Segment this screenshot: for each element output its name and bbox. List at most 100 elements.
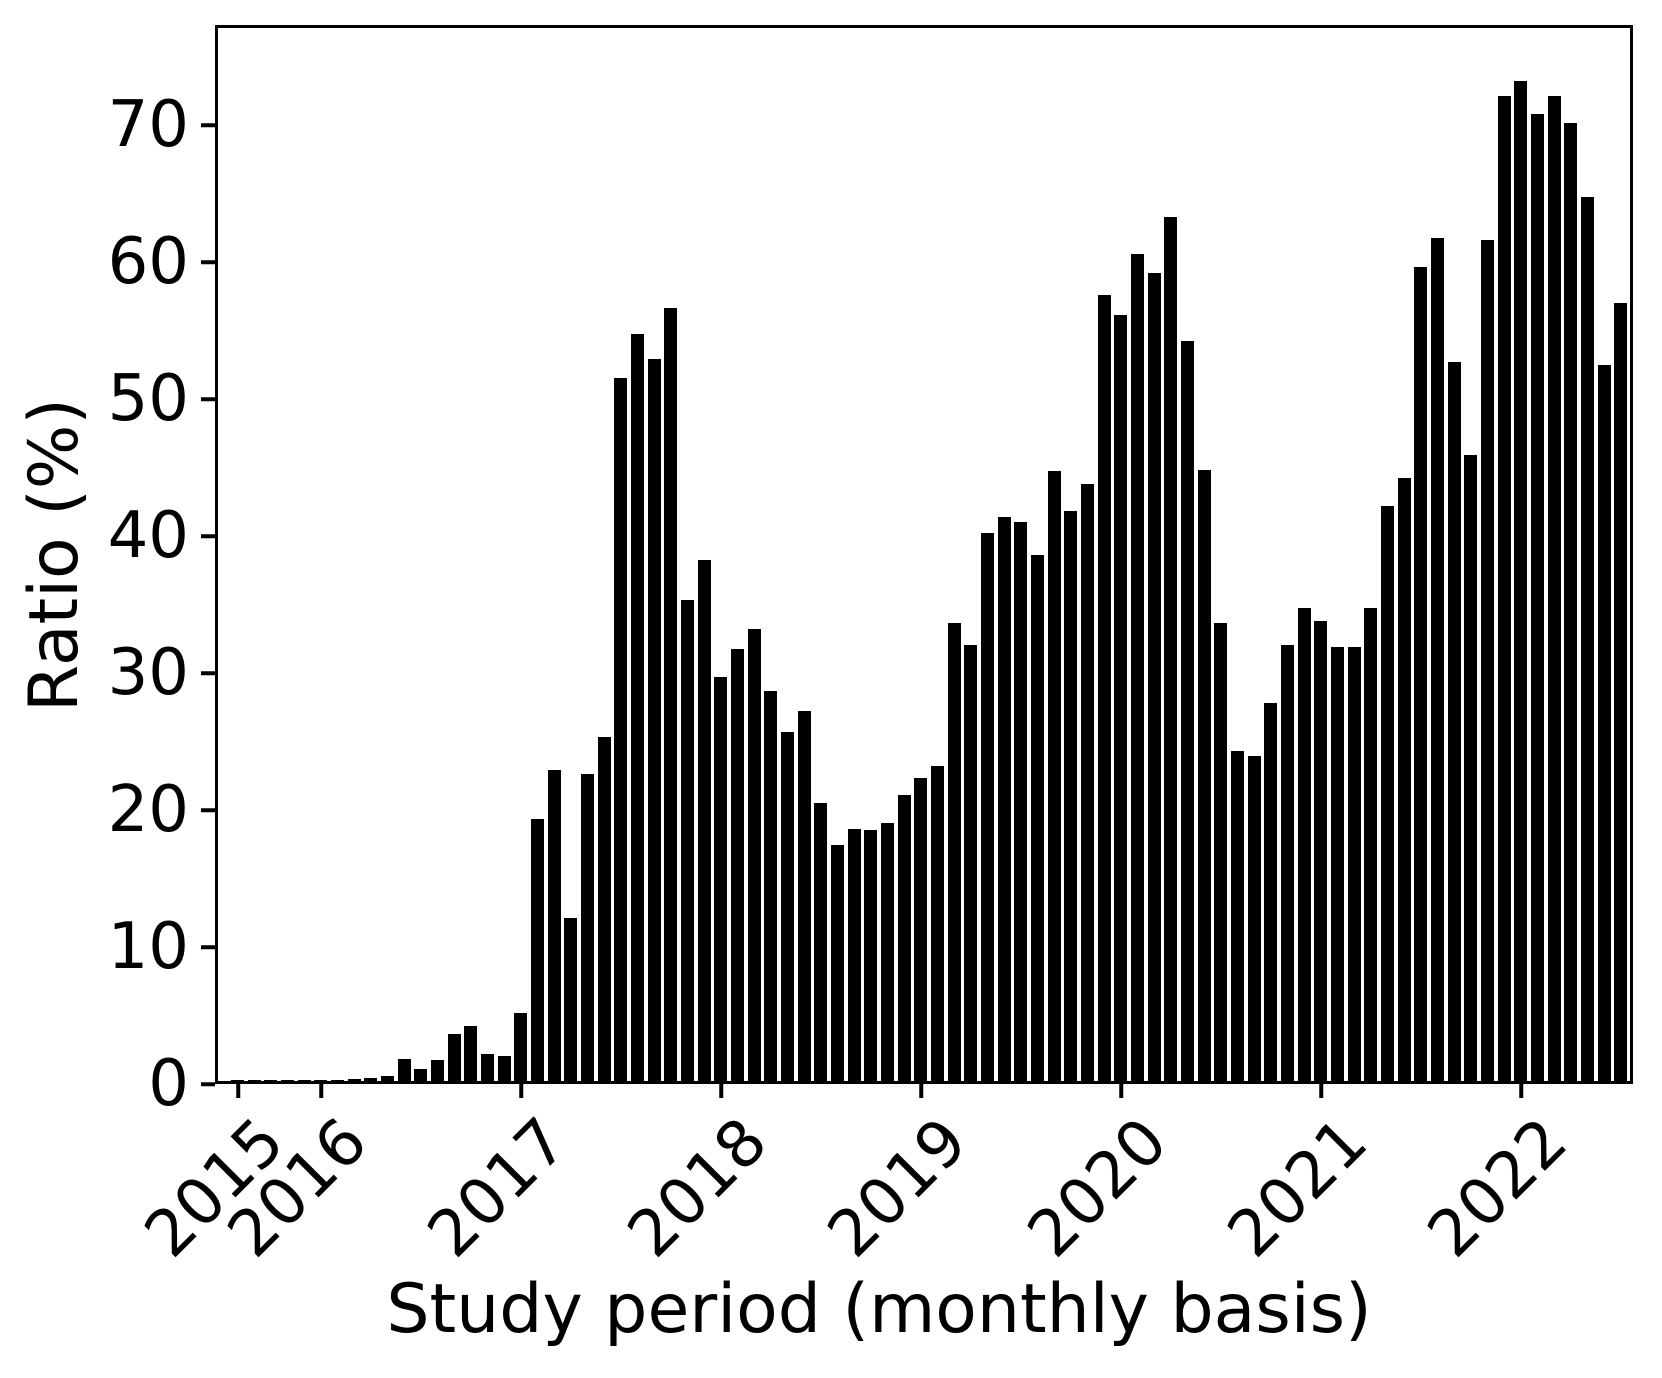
y-tick-label-70: 70 [107,88,189,162]
bar-2022-06 [1597,364,1611,1081]
bar-2016-11 [480,1053,495,1081]
bar-2017-08 [630,334,645,1081]
bar-2017-10 [664,308,678,1081]
bar-2017-07 [614,378,628,1081]
bar-2021-06 [1397,478,1411,1081]
bar-2019-08 [1030,554,1045,1081]
bar-2019-02 [930,765,945,1081]
bar-2019-05 [980,533,995,1081]
bar-2019-07 [1014,522,1028,1081]
y-tick-mark-10 [201,945,215,949]
bar-2021-09 [1447,361,1461,1081]
bar-2015-12 [297,1079,311,1081]
bar-2018-09 [847,828,861,1081]
bar-2022-03 [1547,95,1561,1081]
x-tick-label-2017: 2017 [414,1104,583,1272]
bar-2016-02 [330,1079,345,1081]
y-tick-mark-40 [201,534,215,538]
bar-2019-03 [947,623,961,1081]
bar-2021-02 [1330,646,1345,1081]
bar-2018-04 [764,690,778,1081]
bar-2020-10 [1264,702,1278,1081]
bar-2016-09 [447,1034,461,1081]
bar-2022-05 [1580,197,1595,1081]
bar-2022-02 [1530,113,1545,1081]
bar-2016-06 [397,1059,411,1081]
bar-2016-07 [414,1068,428,1081]
bar-2021-12 [1497,95,1511,1081]
bar-2018-02 [730,649,745,1081]
bar-2020-06 [1197,470,1211,1081]
y-tick-mark-30 [201,671,215,675]
x-tick-mark-2022 [1519,1084,1524,1098]
bar-2018-01 [714,676,728,1081]
plot-area [215,25,1633,1084]
bar-2018-10 [864,830,878,1081]
x-tick-mark-2019 [919,1084,924,1098]
bar-2016-04 [364,1078,378,1081]
bar-2018-03 [747,628,761,1081]
bar-2020-01 [1114,315,1128,1081]
bar-2016-08 [430,1060,445,1081]
bar-2021-08 [1430,238,1445,1081]
bar-2021-01 [1314,620,1328,1081]
bar-2017-01 [514,1012,528,1081]
x-tick-label-2021: 2021 [1214,1104,1383,1272]
y-tick-mark-60 [201,260,215,264]
bar-2016-05 [380,1076,395,1081]
x-tick-label-2018: 2018 [614,1104,783,1272]
bar-2017-11 [680,600,695,1081]
bar-2015-10 [264,1079,278,1081]
bar-2018-12 [897,794,911,1081]
bar-2017-09 [647,359,661,1081]
y-tick-label-30: 30 [107,636,189,710]
bar-2015-08 [230,1079,245,1081]
bar-2021-10 [1464,454,1478,1081]
bar-2016-10 [464,1026,478,1081]
bar-2021-03 [1347,646,1361,1081]
x-tick-label-2020: 2020 [1014,1104,1183,1272]
y-tick-mark-50 [201,397,215,401]
bar-2018-06 [797,711,811,1081]
x-tick-mark-2021 [1319,1084,1324,1098]
bar-2019-11 [1080,483,1095,1081]
bar-2017-04 [564,917,578,1081]
bar-2020-12 [1297,608,1311,1081]
bar-2017-05 [580,774,595,1081]
bar-2020-02 [1130,253,1145,1081]
bar-2020-07 [1214,623,1228,1081]
bar-2018-08 [830,845,845,1081]
bar-2019-10 [1064,511,1078,1081]
bar-2019-04 [964,645,978,1081]
x-tick-mark-2018 [719,1084,724,1098]
bar-2020-05 [1180,341,1195,1081]
bar-2020-04 [1164,216,1178,1081]
x-tick-mark-2020 [1119,1084,1124,1098]
bar-2015-09 [247,1079,261,1081]
bar-2021-05 [1380,505,1395,1081]
y-tick-mark-0 [201,1082,215,1086]
bar-2016-03 [347,1078,361,1081]
y-tick-mark-70 [201,123,215,127]
x-tick-mark-2016 [319,1084,324,1098]
bar-2017-02 [530,819,545,1081]
bar-2018-11 [880,823,895,1081]
bar-2019-06 [997,516,1011,1081]
bar-2021-04 [1364,608,1378,1081]
y-tick-label-0: 0 [148,1047,189,1121]
x-tick-mark-2017 [519,1084,524,1098]
y-tick-label-20: 20 [107,773,189,847]
bar-2020-11 [1280,645,1295,1081]
bar-2017-06 [597,737,611,1081]
bar-2020-03 [1147,272,1161,1081]
x-tick-label-2022: 2022 [1414,1104,1583,1272]
bar-2020-08 [1230,750,1245,1081]
bar-2015-11 [280,1079,295,1081]
bar-2021-07 [1414,267,1428,1081]
bar-2022-04 [1564,123,1578,1081]
bar-2019-01 [914,778,928,1081]
bar-2022-01 [1514,80,1528,1081]
bar-2018-05 [780,731,795,1081]
x-axis-title: Study period (monthly basis) [386,1270,1372,1349]
